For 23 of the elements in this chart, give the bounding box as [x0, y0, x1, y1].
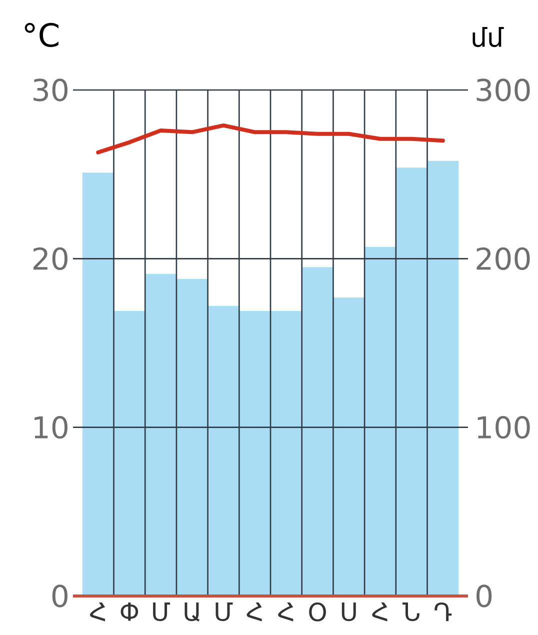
x-tick-label: Օ	[309, 602, 326, 622]
x-tick-label: Դ	[434, 602, 452, 622]
y-axis-title: °C	[24, 22, 58, 48]
x-tick-label: Հ	[90, 602, 106, 622]
x-tick-label: Ա	[184, 602, 200, 622]
y2-tick-label: 200	[476, 247, 530, 270]
x-tick-label: Ն	[402, 602, 420, 622]
x-tick-label: Հ	[278, 602, 294, 622]
y-tick-label: 30	[34, 78, 68, 102]
y2-tick-label: 100	[478, 416, 530, 439]
y2-tick-label: 300	[476, 78, 530, 102]
x-tick-label: Հ	[372, 602, 388, 622]
y-tick-label: 10	[34, 416, 68, 439]
x-tick-label: Փ	[120, 602, 138, 621]
y2-axis-title: մմ	[472, 26, 504, 48]
x-tick-label: Մ	[153, 602, 170, 622]
y-tick-label: 0	[52, 584, 68, 608]
y-tick-label: 20	[34, 247, 68, 270]
y2-tick-label: 0	[476, 584, 492, 608]
x-tick-label: Հ	[246, 602, 262, 622]
x-tick-label: Ս	[342, 602, 356, 622]
x-tick-label: Մ	[216, 602, 233, 622]
line-series	[96, 123, 445, 154]
